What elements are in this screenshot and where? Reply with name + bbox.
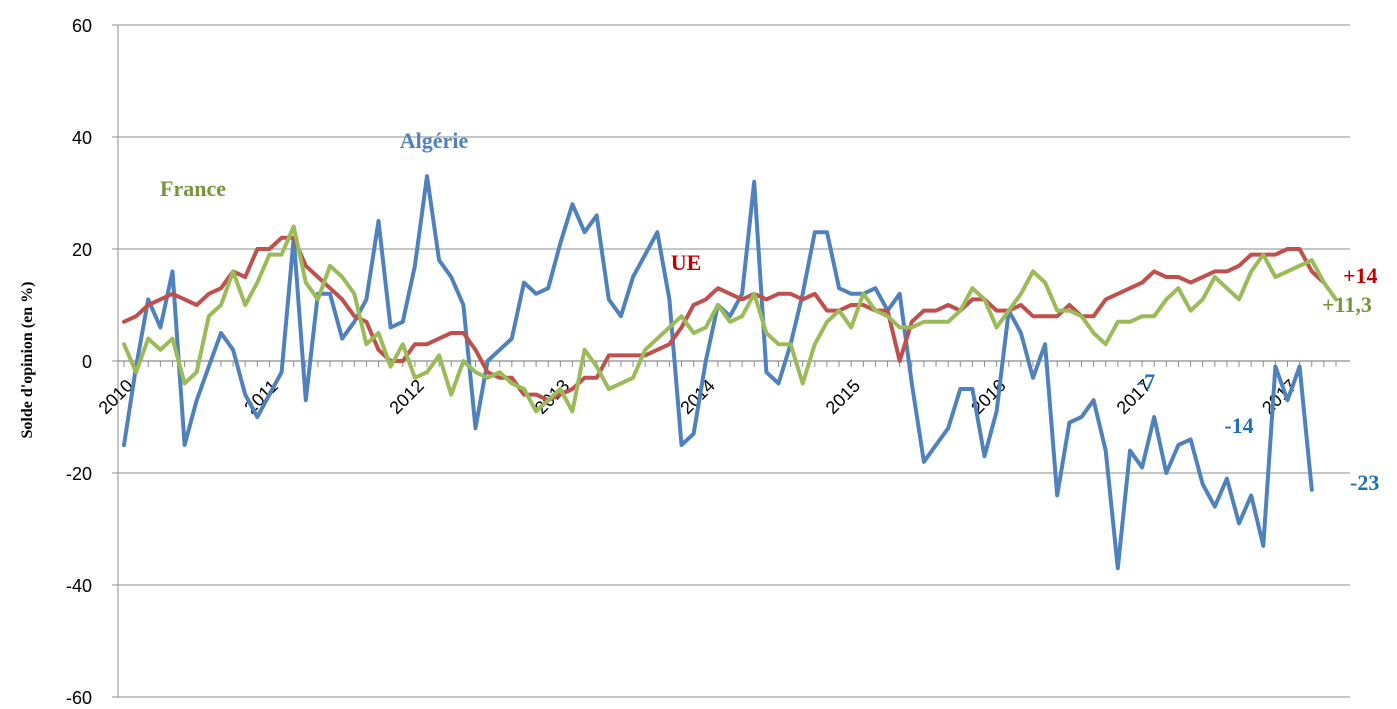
- gridlines: [118, 24, 1350, 698]
- label-algerie-minus7: -7: [1137, 369, 1155, 394]
- series-line-algrie: [122, 174, 1314, 571]
- x-tick-label: 2012: [385, 376, 427, 418]
- label-ue-end-value: +14: [1343, 263, 1378, 288]
- label-algerie-end-value: -23: [1350, 470, 1379, 495]
- y-axis-label: Solde d'opinion (en %): [19, 282, 36, 439]
- series-line-france: [122, 224, 1338, 414]
- y-tick-label: 40: [72, 128, 92, 148]
- label-algerie: Algérie: [400, 128, 469, 153]
- x-tick-label: 2015: [822, 376, 864, 418]
- y-tick-label: -20: [66, 464, 92, 484]
- y-tick-label: 0: [82, 352, 92, 372]
- label-algerie-minus14: -14: [1224, 413, 1253, 438]
- y-tick-label: 20: [72, 240, 92, 260]
- label-france-end-value: +11,3: [1322, 292, 1372, 317]
- series-lines: [122, 174, 1338, 571]
- label-france: France: [160, 176, 226, 201]
- y-tick-label: 60: [72, 16, 92, 36]
- y-tick-label: -60: [66, 688, 92, 708]
- y-tick-label: -40: [66, 576, 92, 596]
- label-ue: UE: [671, 250, 702, 275]
- axes: [112, 24, 1350, 698]
